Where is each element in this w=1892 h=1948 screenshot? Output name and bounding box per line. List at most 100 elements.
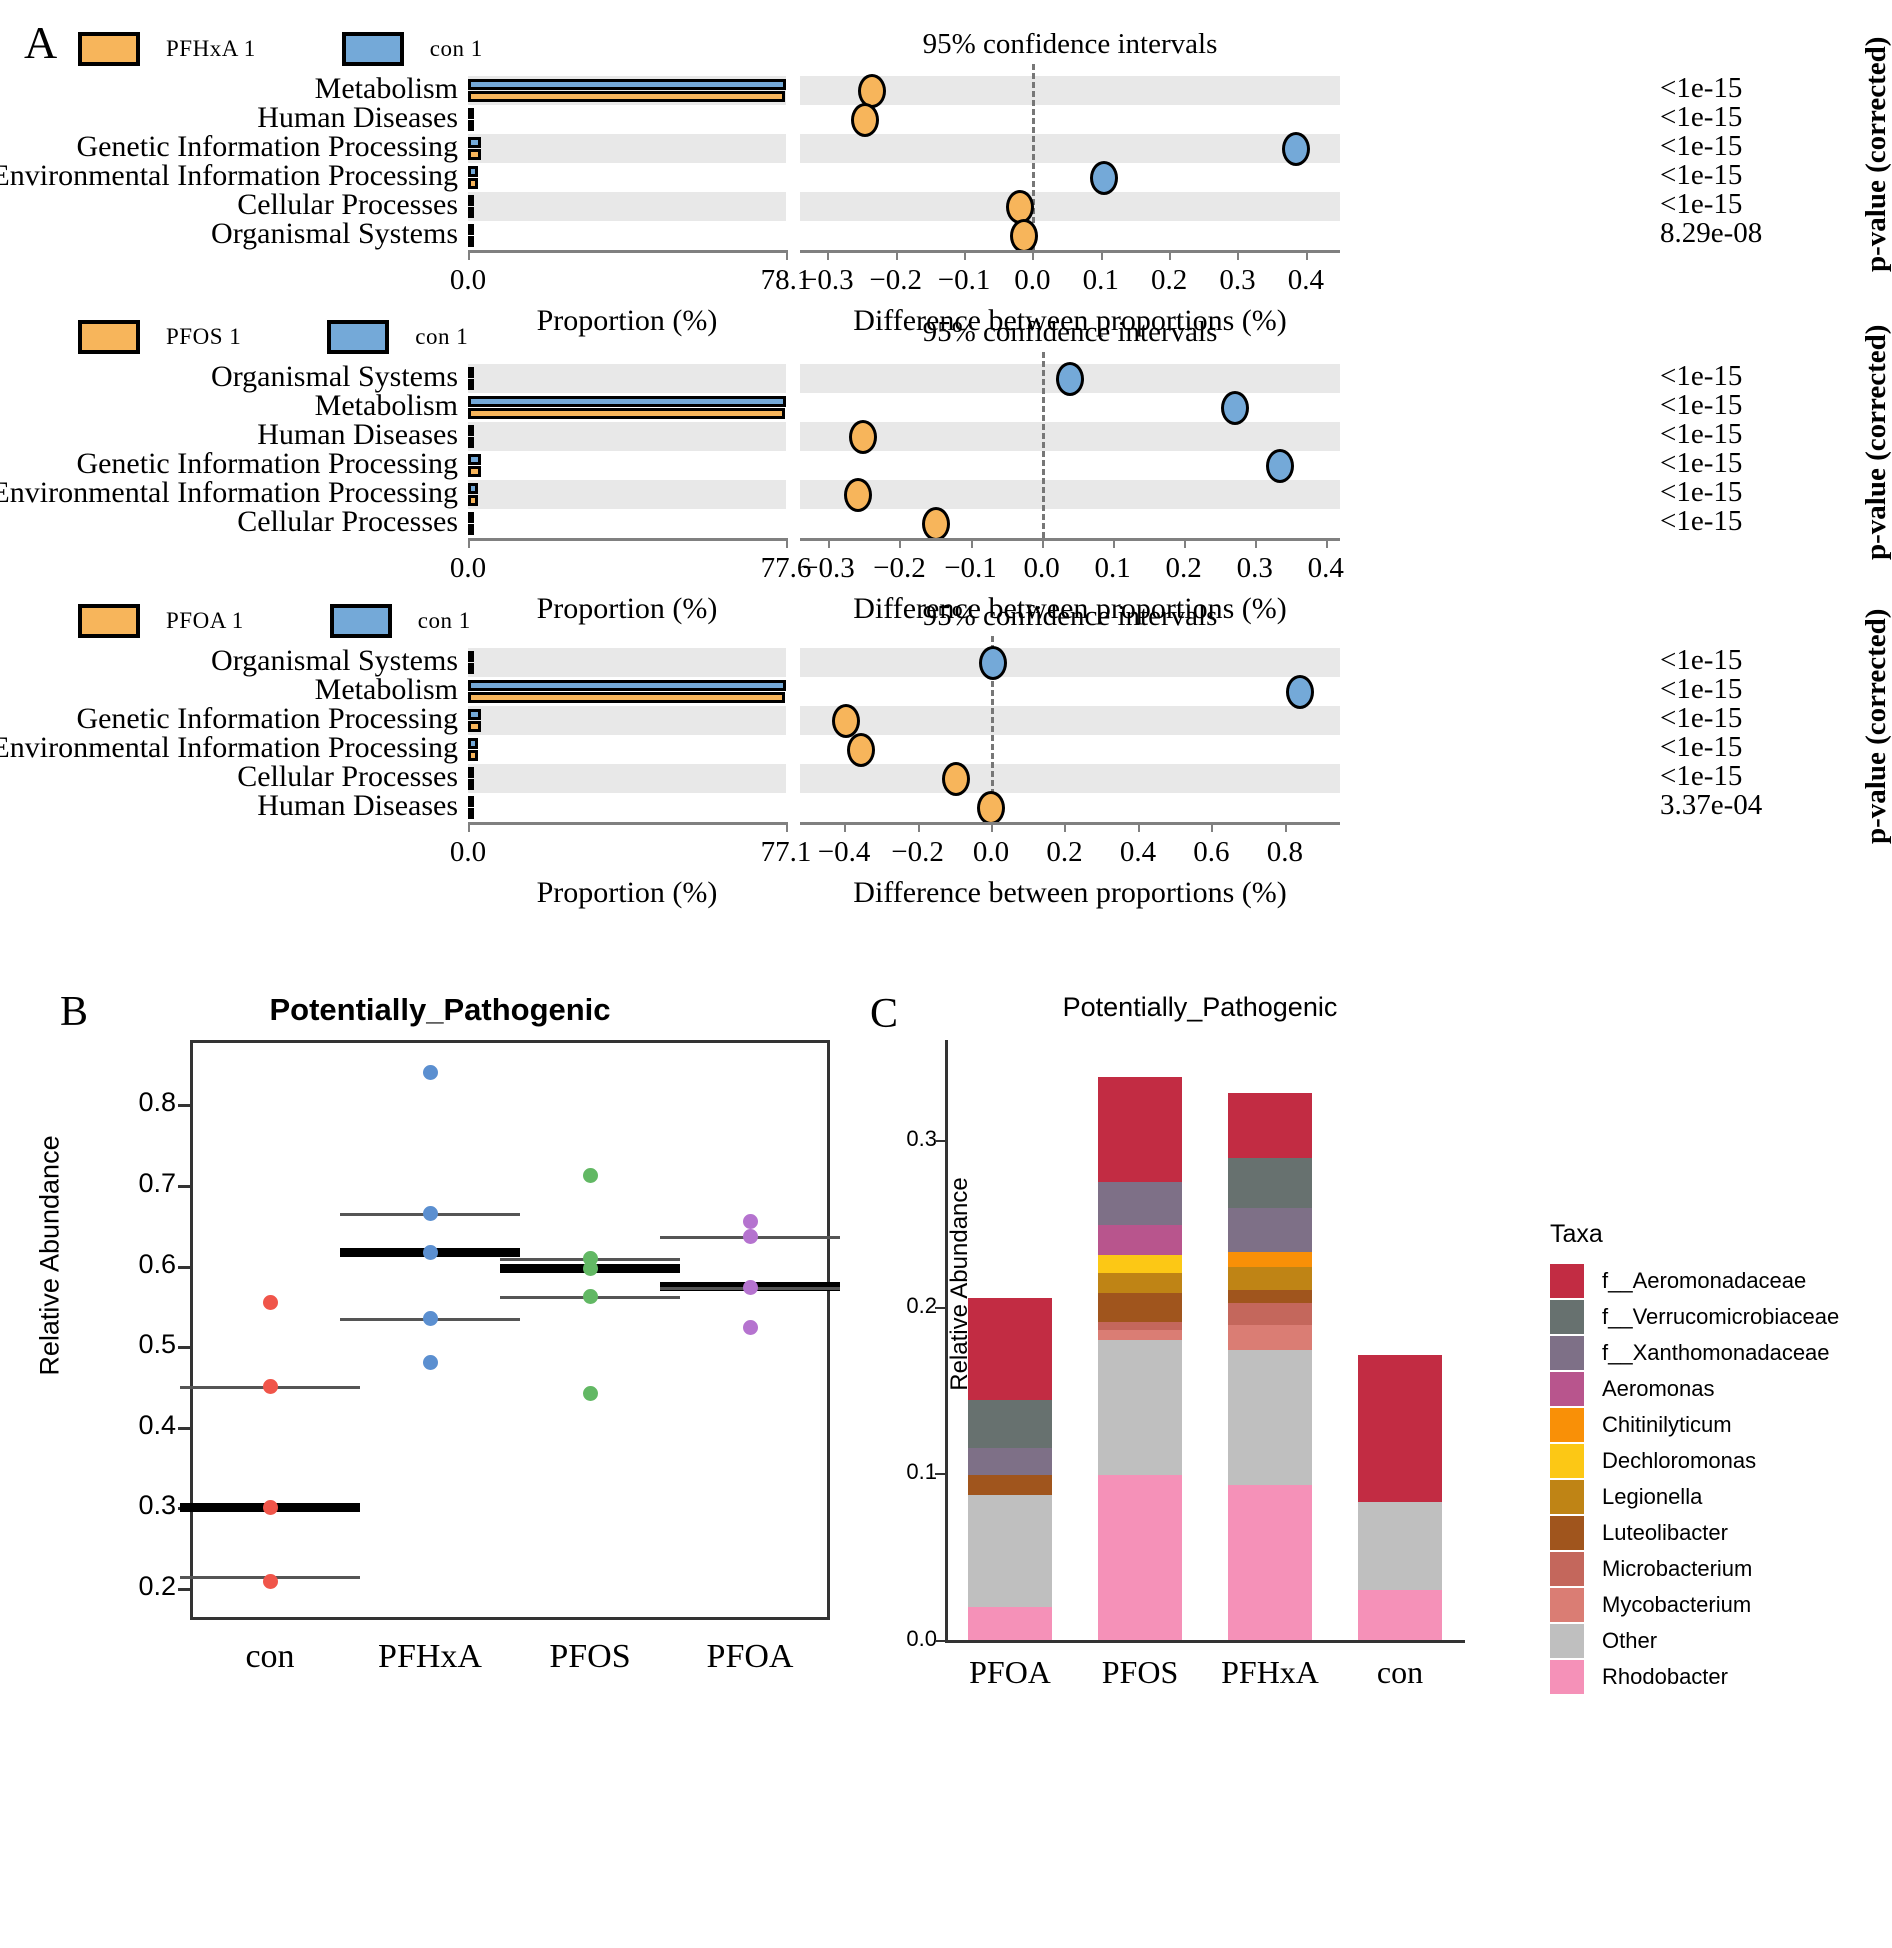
axis-tick	[786, 822, 788, 832]
axis-tick-label: 0.0	[449, 264, 487, 296]
legend-label-control: con 1	[429, 36, 483, 61]
stacked-bar	[1358, 1040, 1442, 1640]
row-band	[468, 364, 786, 393]
legend-label-control: con 1	[417, 608, 471, 633]
proportion-bar-control	[468, 166, 478, 177]
scatter-point	[423, 1065, 438, 1081]
scatter-point	[263, 1378, 278, 1394]
row-band	[468, 706, 786, 735]
confidence-interval-point	[844, 477, 873, 512]
row-band	[468, 134, 786, 163]
panel-a-letter: A	[24, 17, 58, 68]
legend-item: Chitinilyticum	[1550, 1407, 1839, 1443]
proportion-bar-treatment	[468, 750, 478, 761]
legend-item: f__Verrucomicrobiaceae	[1550, 1299, 1839, 1335]
axis-tick-label: 0.0	[972, 836, 1010, 868]
scatter-point	[743, 1214, 758, 1230]
proportion-axis-line	[468, 822, 786, 825]
x-tick-label: PFOS	[1101, 1654, 1179, 1690]
confidence-interval-point	[1056, 361, 1084, 396]
pvalue-label: <1e-15	[1660, 673, 1743, 705]
legend-label: f__Xanthomonadaceae	[1602, 1340, 1830, 1365]
legend-label: Other	[1602, 1628, 1658, 1653]
difference-axis-title: Difference between proportions (%)	[853, 876, 1287, 909]
axis-tick-label: 0.8	[1266, 836, 1304, 868]
legend-swatch	[1550, 1264, 1584, 1298]
y-tick-mark	[935, 1473, 945, 1476]
legend-item: Rhodobacter	[1550, 1659, 1839, 1695]
bar-segment	[1228, 1093, 1312, 1159]
proportion-bar-control	[468, 367, 474, 378]
axis-tick-label: 0.2	[1046, 836, 1083, 868]
proportion-axis-title: Proportion (%)	[536, 876, 718, 909]
axis-tick	[1032, 250, 1035, 260]
axis-tick-label: 0.1	[1082, 264, 1119, 296]
confidence-interval-point	[922, 506, 951, 541]
proportion-bar-treatment	[468, 207, 474, 218]
category-label: Environmental Information Processing	[0, 476, 458, 509]
scatter-point	[423, 1355, 438, 1371]
category-labels: Organismal Systems Metabolism Human Diseas…	[0, 362, 458, 538]
axis-tick	[827, 250, 830, 260]
row-band	[800, 648, 1340, 677]
category-label: Environmental Information Processing	[0, 159, 458, 192]
axis-tick	[970, 538, 973, 548]
stacked-bar	[968, 1040, 1052, 1640]
bar-segment	[968, 1400, 1052, 1449]
y-tick-label: 0.4	[138, 1409, 176, 1440]
bar-segment	[1228, 1350, 1312, 1485]
proportion-bar-control	[468, 767, 474, 778]
axis-tick	[786, 250, 788, 260]
legend-item: Other	[1550, 1623, 1839, 1659]
proportion-bar-control	[468, 79, 786, 90]
axis-tick	[786, 538, 788, 548]
legend-swatch-treatment	[78, 320, 140, 354]
axis-tick	[1041, 538, 1044, 548]
scatter-point	[263, 1294, 278, 1310]
y-tick-mark	[178, 1346, 190, 1350]
difference-axis-title: Difference between proportions (%)	[853, 592, 1287, 625]
proportion-axis-line	[468, 250, 786, 253]
x-tick-label: PFHxA	[378, 1638, 482, 1675]
axis-tick-label: 0.6	[1193, 836, 1230, 868]
legend-label: Luteolibacter	[1602, 1520, 1728, 1545]
stamp-legend: PFOS 1 con 1	[78, 320, 554, 354]
confidence-interval-point	[978, 645, 1007, 680]
axis-tick-label: 78.1	[760, 264, 812, 296]
category-label: Cellular Processes	[237, 505, 458, 538]
axis-tick	[1254, 538, 1257, 548]
y-tick-label: 0.8	[138, 1087, 176, 1118]
legend-swatch	[1550, 1408, 1584, 1442]
pvalue-label: <1e-15	[1660, 476, 1743, 508]
proportion-bar-treatment	[468, 437, 474, 448]
bar-segment	[1228, 1290, 1312, 1304]
axis-tick	[1137, 822, 1140, 832]
axis-tick-label: 77.6	[760, 552, 812, 584]
difference-axis-line	[800, 822, 1340, 825]
legend-swatch	[1550, 1552, 1584, 1586]
category-label: Human Diseases	[257, 418, 458, 451]
confidence-interval-point	[1281, 131, 1310, 166]
proportion-bar-control	[468, 680, 786, 691]
pvalue-label: <1e-15	[1660, 418, 1743, 450]
bar-segment	[968, 1495, 1052, 1607]
axis-tick-label: 77.1	[760, 836, 812, 868]
difference-axis-line	[800, 538, 1340, 541]
panel-b-title: Potentially_Pathogenic	[269, 992, 611, 1027]
scatter-point	[263, 1573, 278, 1589]
legend-swatch	[1550, 1516, 1584, 1550]
axis-tick-label: 0.0	[449, 836, 487, 868]
y-tick-label: 0.5	[138, 1329, 176, 1360]
pvalue-axis-title: p-value (corrected)	[1860, 324, 1892, 560]
category-label: Environmental Information Processing	[0, 731, 458, 764]
scatter-point	[583, 1289, 598, 1305]
panel-c-x-axis	[945, 1640, 1465, 1643]
row-band	[468, 648, 786, 677]
legend-label: f__Aeromonadaceae	[1602, 1268, 1807, 1293]
proportion-bar-treatment	[468, 808, 474, 819]
legend-label: Rhodobacter	[1602, 1664, 1728, 1689]
axis-tick	[917, 822, 920, 832]
bar-segment	[968, 1606, 1052, 1640]
axis-tick	[844, 822, 847, 832]
legend-swatch	[1550, 1444, 1584, 1478]
